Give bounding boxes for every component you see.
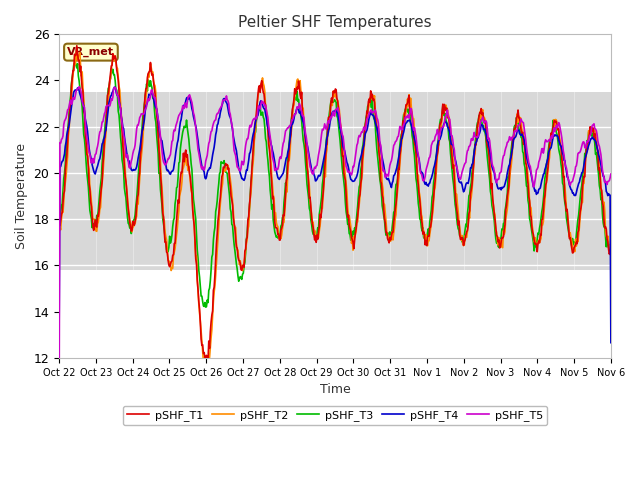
pSHF_T1: [420, 229, 428, 235]
pSHF_T2: [65, 127, 73, 133]
pSHF_T5: [179, 103, 186, 109]
Bar: [59, 92, 611, 270]
pSHF_T1: [55, 217, 63, 223]
pSHF_T2: [55, 229, 63, 235]
pSHF_T3: [420, 234, 428, 240]
pSHF_T2: [203, 364, 211, 370]
pSHF_T5: [76, 84, 83, 90]
pSHF_T1: [404, 100, 412, 106]
pSHF_T4: [403, 120, 411, 125]
pSHF_T2: [179, 167, 186, 173]
pSHF_T2: [420, 228, 428, 233]
pSHF_T2: [123, 186, 131, 192]
pSHF_T4: [55, 321, 63, 326]
pSHF_T1: [73, 43, 81, 48]
pSHF_T1: [179, 160, 186, 166]
pSHF_T2: [404, 96, 412, 102]
pSHF_T4: [123, 150, 131, 156]
Y-axis label: Soil Temperature: Soil Temperature: [15, 143, 28, 249]
Line: pSHF_T2: pSHF_T2: [59, 52, 611, 367]
pSHF_T3: [202, 304, 209, 310]
pSHF_T1: [65, 117, 73, 122]
pSHF_T5: [403, 115, 411, 121]
pSHF_T4: [208, 157, 216, 163]
Line: pSHF_T4: pSHF_T4: [59, 87, 611, 343]
pSHF_T3: [179, 129, 186, 135]
pSHF_T2: [72, 49, 80, 55]
pSHF_T3: [607, 245, 614, 251]
pSHF_T5: [65, 103, 73, 109]
Line: pSHF_T5: pSHF_T5: [59, 87, 611, 389]
pSHF_T4: [419, 171, 427, 177]
Title: Peltier SHF Temperatures: Peltier SHF Temperatures: [238, 15, 432, 30]
pSHF_T3: [404, 109, 412, 115]
pSHF_T5: [419, 178, 427, 183]
pSHF_T1: [123, 187, 131, 192]
pSHF_T3: [209, 252, 216, 257]
Text: VR_met: VR_met: [67, 47, 115, 57]
pSHF_T4: [65, 122, 73, 128]
pSHF_T5: [607, 171, 614, 177]
pSHF_T1: [202, 360, 209, 365]
pSHF_T3: [65, 110, 73, 116]
pSHF_T5: [208, 128, 216, 134]
pSHF_T3: [72, 60, 79, 65]
pSHF_T4: [179, 106, 186, 112]
pSHF_T4: [607, 340, 614, 346]
pSHF_T4: [111, 84, 118, 90]
pSHF_T1: [607, 242, 614, 248]
pSHF_T5: [123, 155, 131, 160]
Line: pSHF_T3: pSHF_T3: [59, 62, 611, 307]
pSHF_T2: [209, 313, 216, 319]
X-axis label: Time: Time: [319, 383, 350, 396]
pSHF_T2: [607, 251, 614, 256]
pSHF_T1: [209, 308, 216, 314]
pSHF_T3: [123, 206, 131, 212]
pSHF_T5: [55, 386, 63, 392]
Legend: pSHF_T1, pSHF_T2, pSHF_T3, pSHF_T4, pSHF_T5: pSHF_T1, pSHF_T2, pSHF_T3, pSHF_T4, pSHF…: [123, 406, 547, 425]
Line: pSHF_T1: pSHF_T1: [59, 46, 611, 362]
pSHF_T3: [55, 227, 63, 233]
